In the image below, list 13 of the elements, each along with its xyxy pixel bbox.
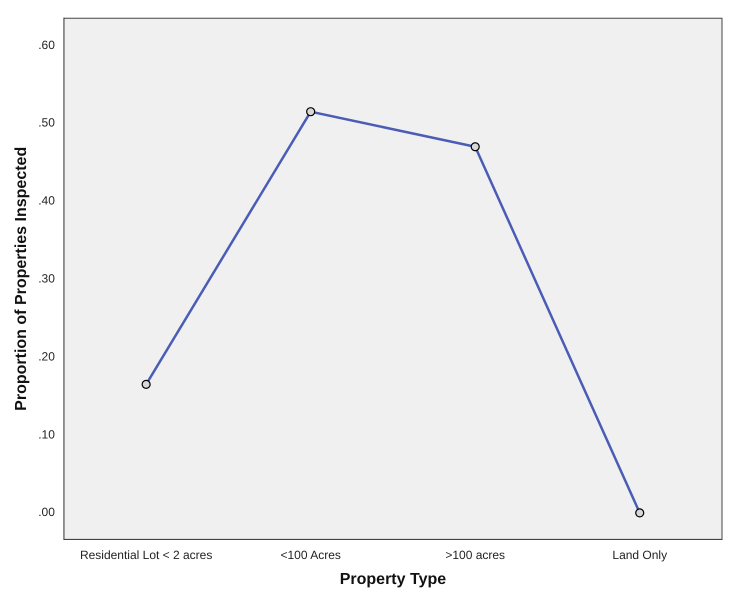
y-tick-label: .20 (38, 349, 56, 364)
y-tick-label: .40 (38, 194, 56, 208)
x-tick-label: <100 Acres (280, 548, 341, 562)
x-tick-label: Residential Lot < 2 acres (80, 548, 212, 562)
y-tick-label: .00 (38, 505, 56, 520)
x-axis-title: Property Type (340, 570, 446, 588)
x-tick-label: >100 acres (445, 548, 506, 562)
y-tick-label: .10 (38, 427, 56, 442)
x-tick-label: Land Only (612, 548, 668, 562)
y-tick-label: .60 (38, 38, 56, 52)
y-axis-title: Proportion of Properties Inspected (13, 146, 30, 411)
y-tick-label: .30 (38, 272, 56, 286)
y-tick-label: .50 (38, 116, 56, 130)
